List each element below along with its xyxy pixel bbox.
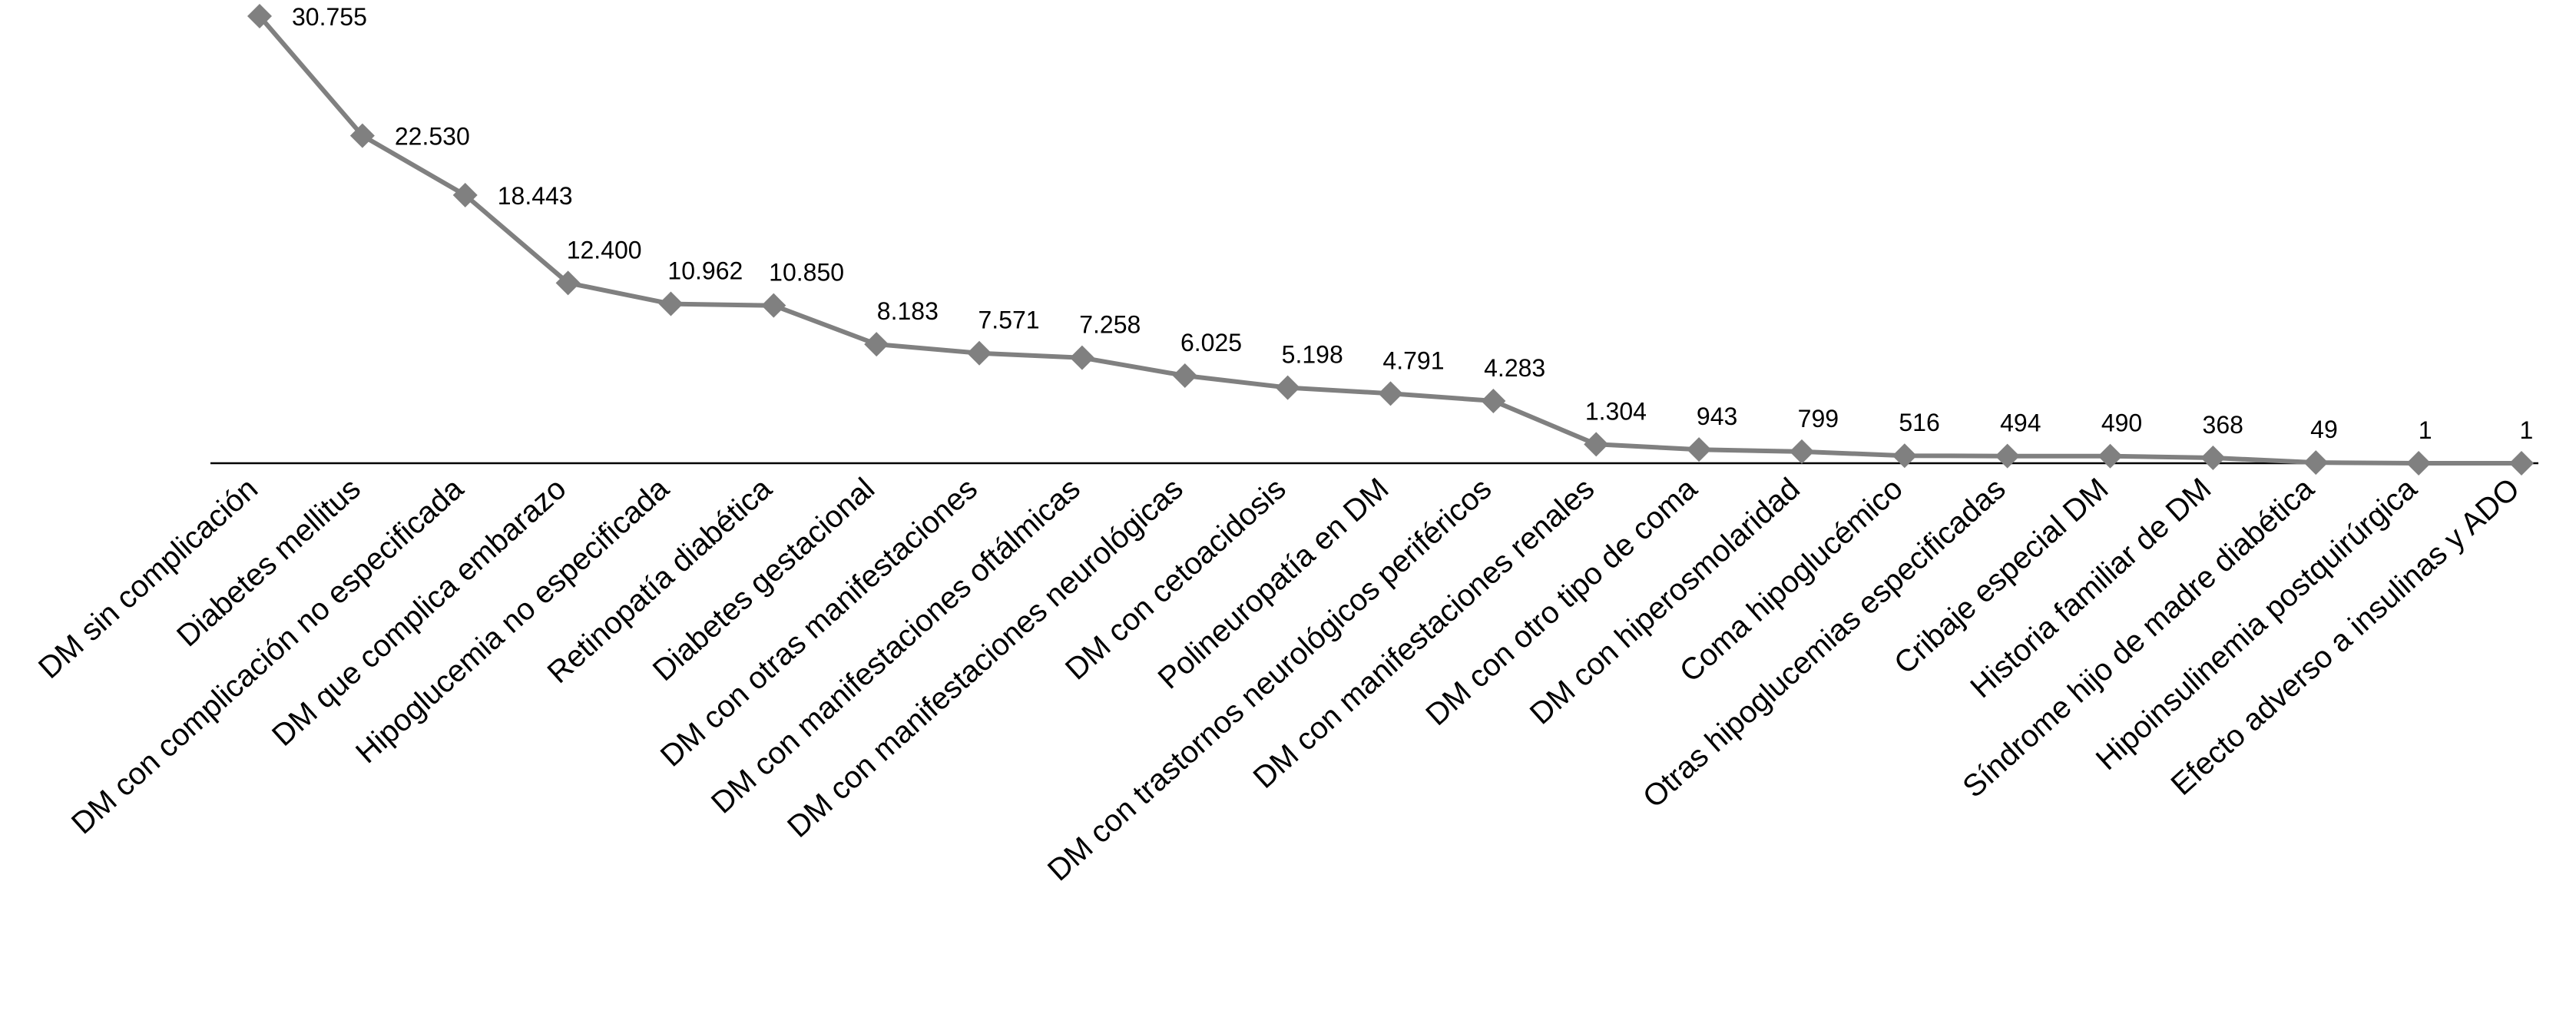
value-label: 368	[2203, 411, 2243, 439]
value-label: 22.530	[395, 123, 470, 151]
data-point	[452, 182, 478, 207]
value-label: 30.755	[292, 3, 367, 31]
value-label: 1	[2520, 416, 2534, 444]
data-point	[2200, 446, 2226, 471]
data-point	[2303, 450, 2329, 476]
data-point	[1378, 381, 1403, 406]
value-label: 10.850	[769, 259, 844, 287]
data-point	[658, 291, 684, 316]
data-point	[967, 340, 992, 366]
value-label: 10.962	[667, 257, 743, 285]
data-point	[1789, 439, 1814, 464]
x-tick-label: Diabetes mellitus	[171, 472, 367, 654]
value-label: 4.283	[1484, 354, 1545, 382]
value-label: 12.400	[567, 236, 642, 263]
data-point	[349, 123, 375, 148]
data-point	[1172, 363, 1197, 388]
value-label: 49	[2310, 416, 2338, 443]
data-point	[1892, 443, 1917, 469]
value-label: 8.183	[877, 297, 939, 325]
value-label: 4.791	[1382, 346, 1444, 374]
value-label: 1	[2419, 416, 2432, 444]
data-point	[864, 332, 889, 357]
value-label: 516	[1899, 409, 1939, 436]
x-tick-label: DM con complicación no especificada	[65, 471, 470, 840]
data-point	[2098, 443, 2123, 469]
value-label: 943	[1697, 403, 1737, 430]
value-label: 7.571	[978, 307, 1040, 334]
data-point	[1584, 432, 1609, 457]
data-point	[2406, 450, 2432, 476]
value-label: 5.198	[1282, 341, 1343, 369]
value-label: 494	[2000, 409, 2041, 437]
data-point	[1069, 345, 1094, 370]
data-point	[761, 293, 786, 318]
x-tick-label: DM con manifestaciones oftálmicas	[705, 472, 1087, 820]
data-point	[1275, 375, 1300, 400]
value-label: 6.025	[1180, 329, 1242, 356]
value-label: 18.443	[498, 182, 573, 210]
value-label: 490	[2101, 409, 2142, 437]
value-label: 1.304	[1585, 397, 1647, 425]
data-point	[555, 270, 581, 296]
value-label: 799	[1798, 405, 1839, 432]
data-point	[1995, 443, 2020, 469]
data-point	[247, 4, 272, 28]
data-point	[2509, 450, 2534, 476]
value-label: 7.258	[1079, 311, 1141, 339]
data-point	[1687, 437, 1712, 462]
data-point	[1481, 388, 1506, 413]
x-tick-label: Otras hipoglucemias especificadas	[1637, 472, 2012, 814]
